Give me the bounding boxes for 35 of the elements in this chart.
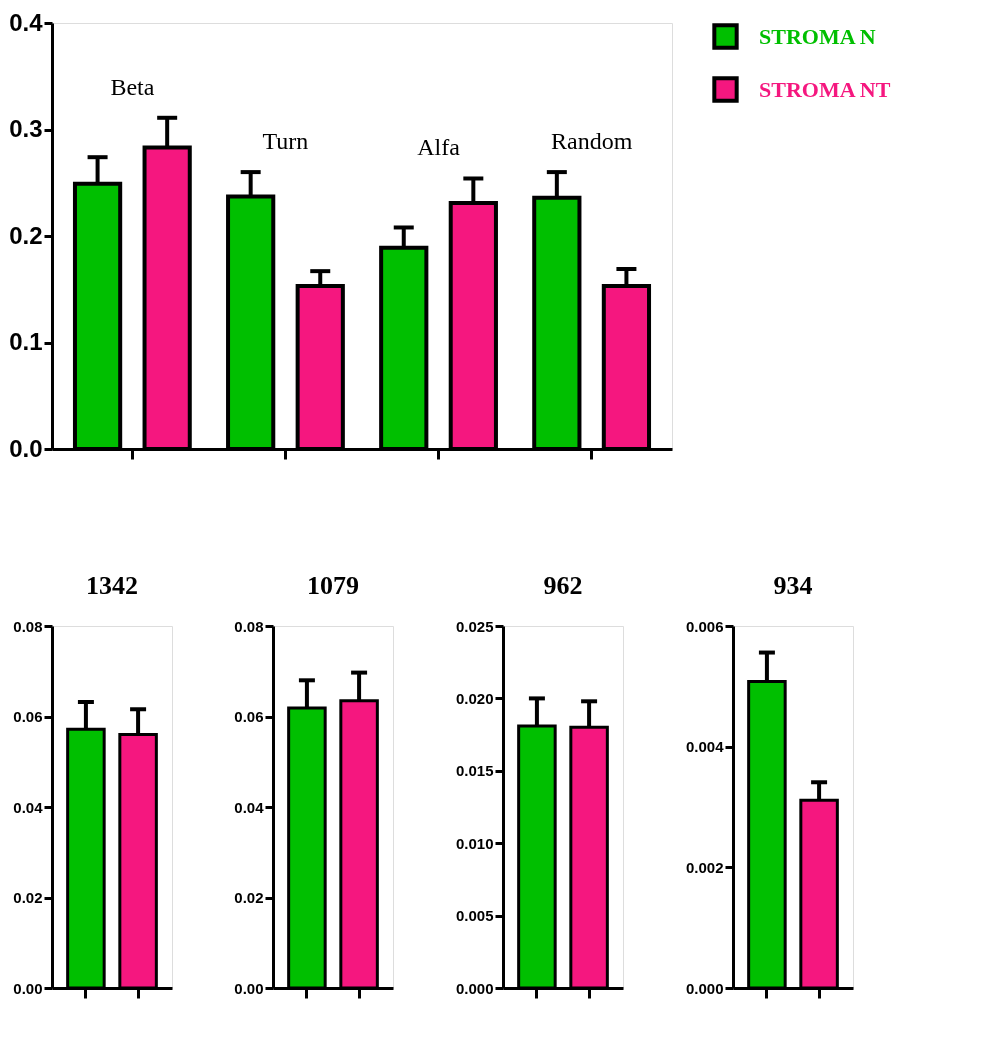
y-tick-label: 0.006 (685, 617, 724, 635)
y-tick-label: 0.4 (9, 8, 44, 36)
y-tick-label: 0.08 (13, 617, 43, 635)
y-tick-label: 0.0 (9, 434, 43, 462)
y-tick-label: 0.02 (234, 889, 264, 906)
category-label: Beta (110, 73, 155, 100)
y-tick-label: 0.002 (685, 858, 724, 876)
y-tick-label: 0.004 (685, 738, 725, 756)
y-tick-label: 0.00 (234, 979, 264, 997)
y-tick-label: 0.08 (234, 617, 264, 635)
y-tick-label: 0.000 (685, 979, 724, 997)
category-label: Alfa (417, 134, 460, 161)
y-tick-label: 0.04 (13, 798, 44, 816)
chart-title: 962 (543, 571, 583, 600)
y-tick-label: 0.025 (455, 617, 494, 635)
y-tick-label: 0.005 (455, 907, 494, 925)
y-tick-label: 0.1 (9, 328, 43, 355)
y-tick-label: 0.06 (13, 708, 43, 725)
category-label: Turn (262, 128, 309, 155)
y-tick-label: 0.04 (234, 798, 265, 816)
chart-title: 934 (773, 571, 813, 600)
y-tick-label: 0.020 (455, 689, 494, 707)
category-label: Random (550, 128, 633, 155)
chart-title: 1079 (307, 571, 359, 600)
y-tick-label: 0.2 (9, 221, 43, 249)
legend-label: STROMA N (759, 23, 876, 49)
y-tick-label: 0.06 (234, 708, 264, 725)
legend-label: STROMA NT (759, 76, 891, 102)
y-tick-label: 0.010 (455, 834, 494, 852)
y-tick-label: 0.015 (455, 762, 494, 780)
y-tick-label: 0.02 (13, 889, 43, 906)
y-tick-label: 0.00 (13, 979, 43, 997)
y-tick-label: 0.3 (9, 115, 43, 142)
chart-title: 1342 (86, 571, 138, 600)
y-tick-label: 0.000 (455, 979, 494, 997)
